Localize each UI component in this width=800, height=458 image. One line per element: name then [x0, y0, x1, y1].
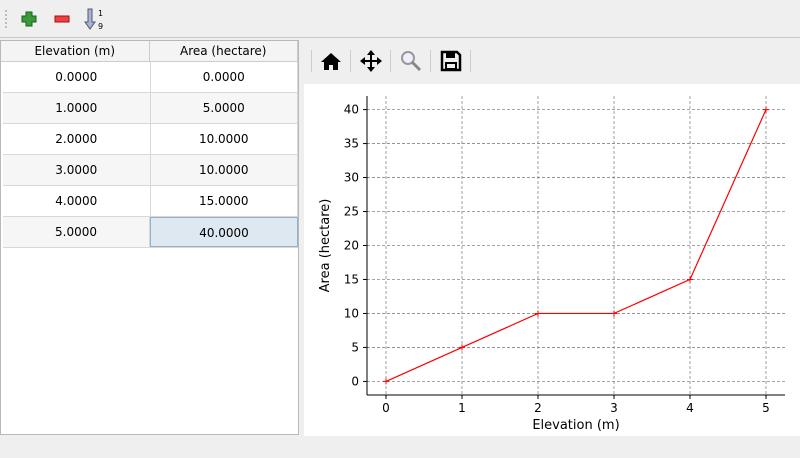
table-row: 5.0000 40.0000: [3, 217, 298, 248]
pan-button[interactable]: [357, 47, 385, 75]
svg-text:9: 9: [98, 22, 103, 31]
y-tick-label: 35: [344, 137, 359, 151]
plus-icon: [21, 11, 37, 27]
floppy-disk-icon: [440, 50, 462, 72]
table-row: 2.0000 10.0000: [3, 124, 298, 155]
table-header: Elevation (m) Area (hectare): [1, 41, 298, 62]
status-bar: [0, 437, 800, 458]
x-tick-label: 3: [610, 401, 618, 415]
separator: [430, 50, 431, 72]
elevation-cell[interactable]: 0.0000: [3, 62, 151, 92]
table-row: 1.0000 5.0000: [3, 93, 298, 124]
separator: [350, 50, 351, 72]
area-cell[interactable]: 0.0000: [151, 62, 298, 92]
column-header-elevation[interactable]: Elevation (m): [1, 41, 150, 61]
home-icon: [321, 53, 341, 70]
plot-canvas[interactable]: 0 1 2 3 4 5 0 5 10 15 20 25 30 35 40 Elevation (m) Area …: [304, 84, 800, 436]
y-tick-label: 15: [344, 272, 359, 286]
x-tick-label: 0: [382, 401, 390, 415]
y-tick-label: 30: [344, 171, 359, 185]
y-tick-label: 20: [344, 239, 359, 253]
data-table: Elevation (m) Area (hectare) 0.0000 0.000…: [0, 40, 299, 435]
elevation-cell[interactable]: 2.0000: [3, 124, 151, 154]
x-tick-label: 5: [762, 401, 770, 415]
x-tick-label: 2: [534, 401, 542, 415]
column-header-area[interactable]: Area (hectare): [150, 41, 298, 61]
elevation-cell[interactable]: 5.0000: [3, 217, 150, 247]
elevation-cell[interactable]: 4.0000: [3, 186, 151, 216]
magnifier-icon: [401, 51, 422, 72]
elevation-cell[interactable]: 1.0000: [3, 93, 151, 123]
table-row: 3.0000 10.0000: [3, 155, 298, 186]
data-point: [687, 276, 693, 283]
data-point: [535, 310, 541, 317]
separator: [470, 50, 471, 72]
area-cell[interactable]: 10.0000: [151, 124, 298, 154]
x-axis-label: Elevation (m): [532, 418, 619, 433]
y-axis-label: Area (hectare): [318, 199, 333, 293]
y-tick-label: 0: [351, 374, 359, 388]
save-button[interactable]: [437, 47, 465, 75]
x-tick-label: 4: [686, 401, 694, 415]
sort-ascending-icon: 19: [84, 8, 103, 31]
separator: [311, 50, 312, 72]
minus-icon: [54, 15, 70, 23]
svg-text:1: 1: [98, 9, 103, 18]
elevation-cell[interactable]: 3.0000: [3, 155, 151, 185]
plot-toolbar: [304, 40, 800, 82]
data-point: [763, 106, 769, 113]
toolbar-grip[interactable]: [5, 10, 10, 28]
data-line: [385, 109, 767, 382]
y-tick-label: 40: [344, 103, 359, 117]
table-row: 0.0000 0.0000: [3, 62, 298, 93]
area-cell[interactable]: 15.0000: [151, 186, 298, 216]
area-cell[interactable]: 5.0000: [151, 93, 298, 123]
remove-row-button[interactable]: [49, 6, 75, 32]
table-row: 4.0000 15.0000: [3, 186, 298, 217]
data-point: [459, 344, 465, 351]
area-cell[interactable]: 10.0000: [151, 155, 298, 185]
add-row-button[interactable]: [16, 6, 42, 32]
move-icon: [360, 50, 382, 72]
line-chart: 0 1 2 3 4 5 0 5 10 15 20 25 30 35 40 Elevation (m) Area …: [318, 96, 785, 433]
zoom-button[interactable]: [397, 47, 425, 75]
x-tick-label: 1: [458, 401, 466, 415]
y-tick-label: 10: [344, 306, 359, 320]
separator: [390, 50, 391, 72]
home-button[interactable]: [317, 47, 345, 75]
data-point: [611, 310, 617, 317]
area-cell[interactable]: 40.0000: [150, 217, 298, 247]
y-tick-label: 5: [351, 340, 359, 354]
y-tick-label: 25: [344, 205, 359, 219]
data-point: [383, 378, 389, 385]
